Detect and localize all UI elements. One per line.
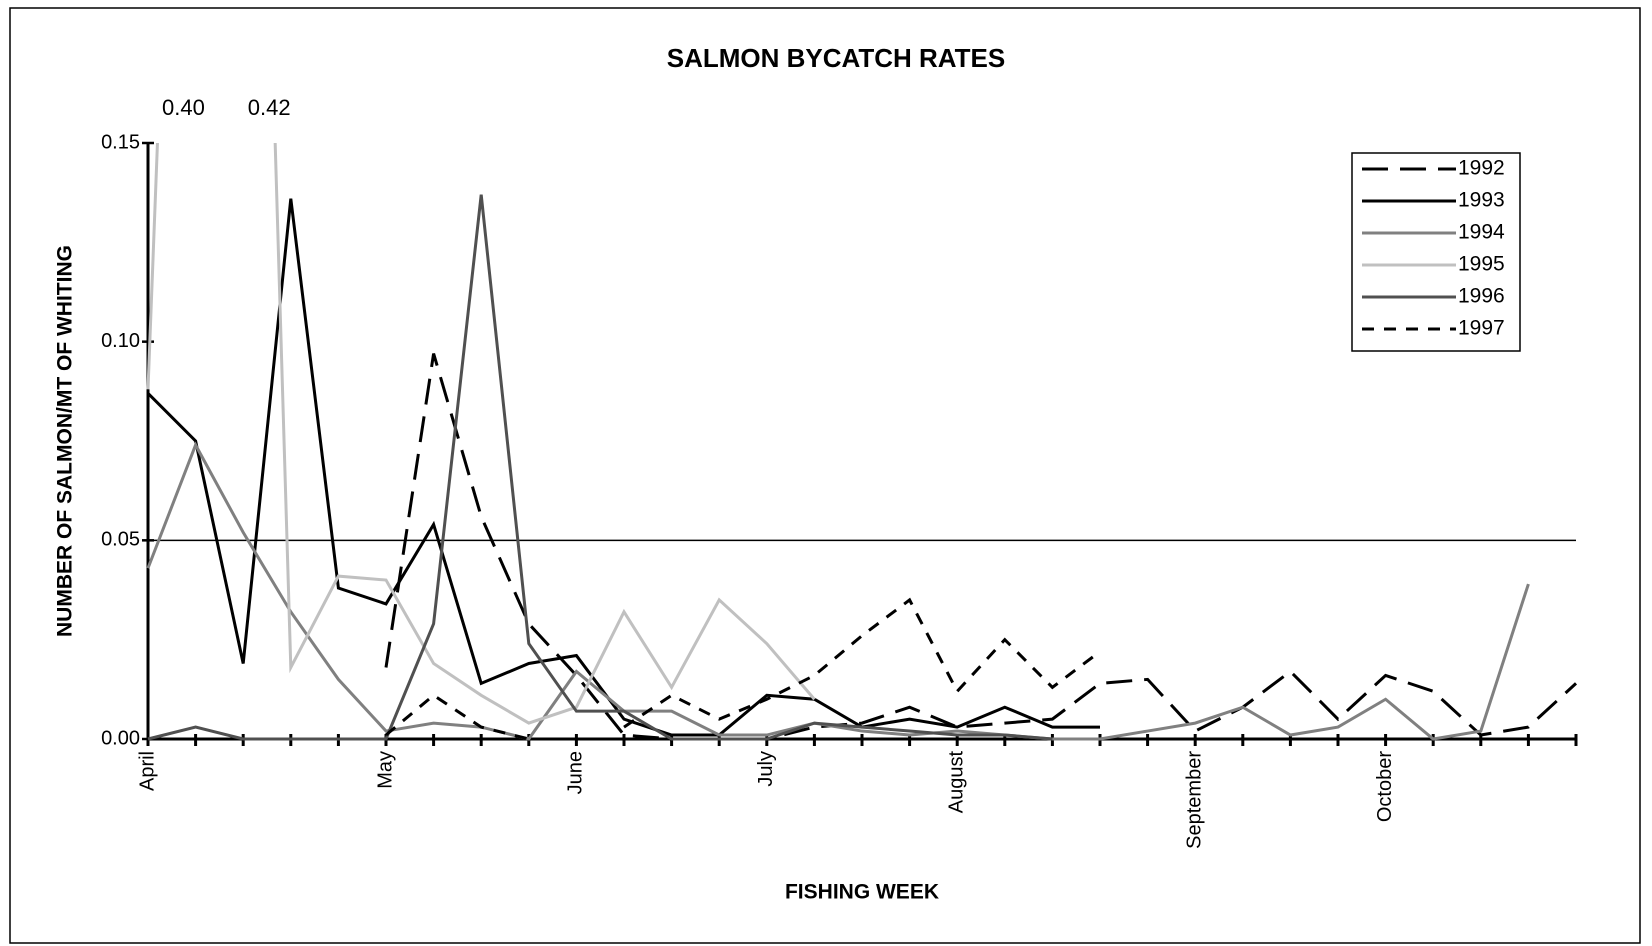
legend-label: 1992 [1458, 157, 1505, 180]
x-tick-label: October [1374, 751, 1396, 822]
series-line [146, 198, 1100, 737]
legend-label: 1995 [1458, 253, 1505, 276]
x-tick-label: August [945, 751, 967, 814]
plot-area [146, 143, 1578, 741]
series-line [146, 143, 816, 725]
value-label: 0.42 [248, 95, 291, 120]
chart-title: SALMON BYCATCH RATES [667, 43, 1005, 73]
x-tick-label: April [136, 751, 158, 791]
y-tick-label: 0.00 [101, 727, 140, 749]
value-label: 0.40 [162, 95, 205, 120]
y-tick-label: 0.15 [101, 131, 140, 153]
legend-label: 1997 [1458, 317, 1505, 340]
x-tick-label: September [1183, 751, 1205, 849]
series-line [147, 194, 1053, 741]
series-line [146, 441, 1530, 741]
series-line [385, 597, 1101, 741]
x-tick-label: May [374, 751, 396, 789]
y-tick-label: 0.05 [101, 529, 140, 551]
x-tick-label: July [755, 751, 777, 787]
legend-label: 1994 [1458, 221, 1505, 244]
y-axis-label: NUMBER OF SALMON/MT OF WHITING [54, 245, 77, 637]
y-tick-label: 0.10 [101, 330, 140, 352]
legend-box [1351, 152, 1521, 352]
series-line [384, 353, 1578, 741]
x-tick-label: June [565, 751, 587, 794]
frame [9, 7, 1641, 944]
legend-label: 1996 [1458, 285, 1505, 308]
legend-label: 1993 [1458, 189, 1505, 212]
x-axis-label: FISHING WEEK [785, 881, 939, 904]
